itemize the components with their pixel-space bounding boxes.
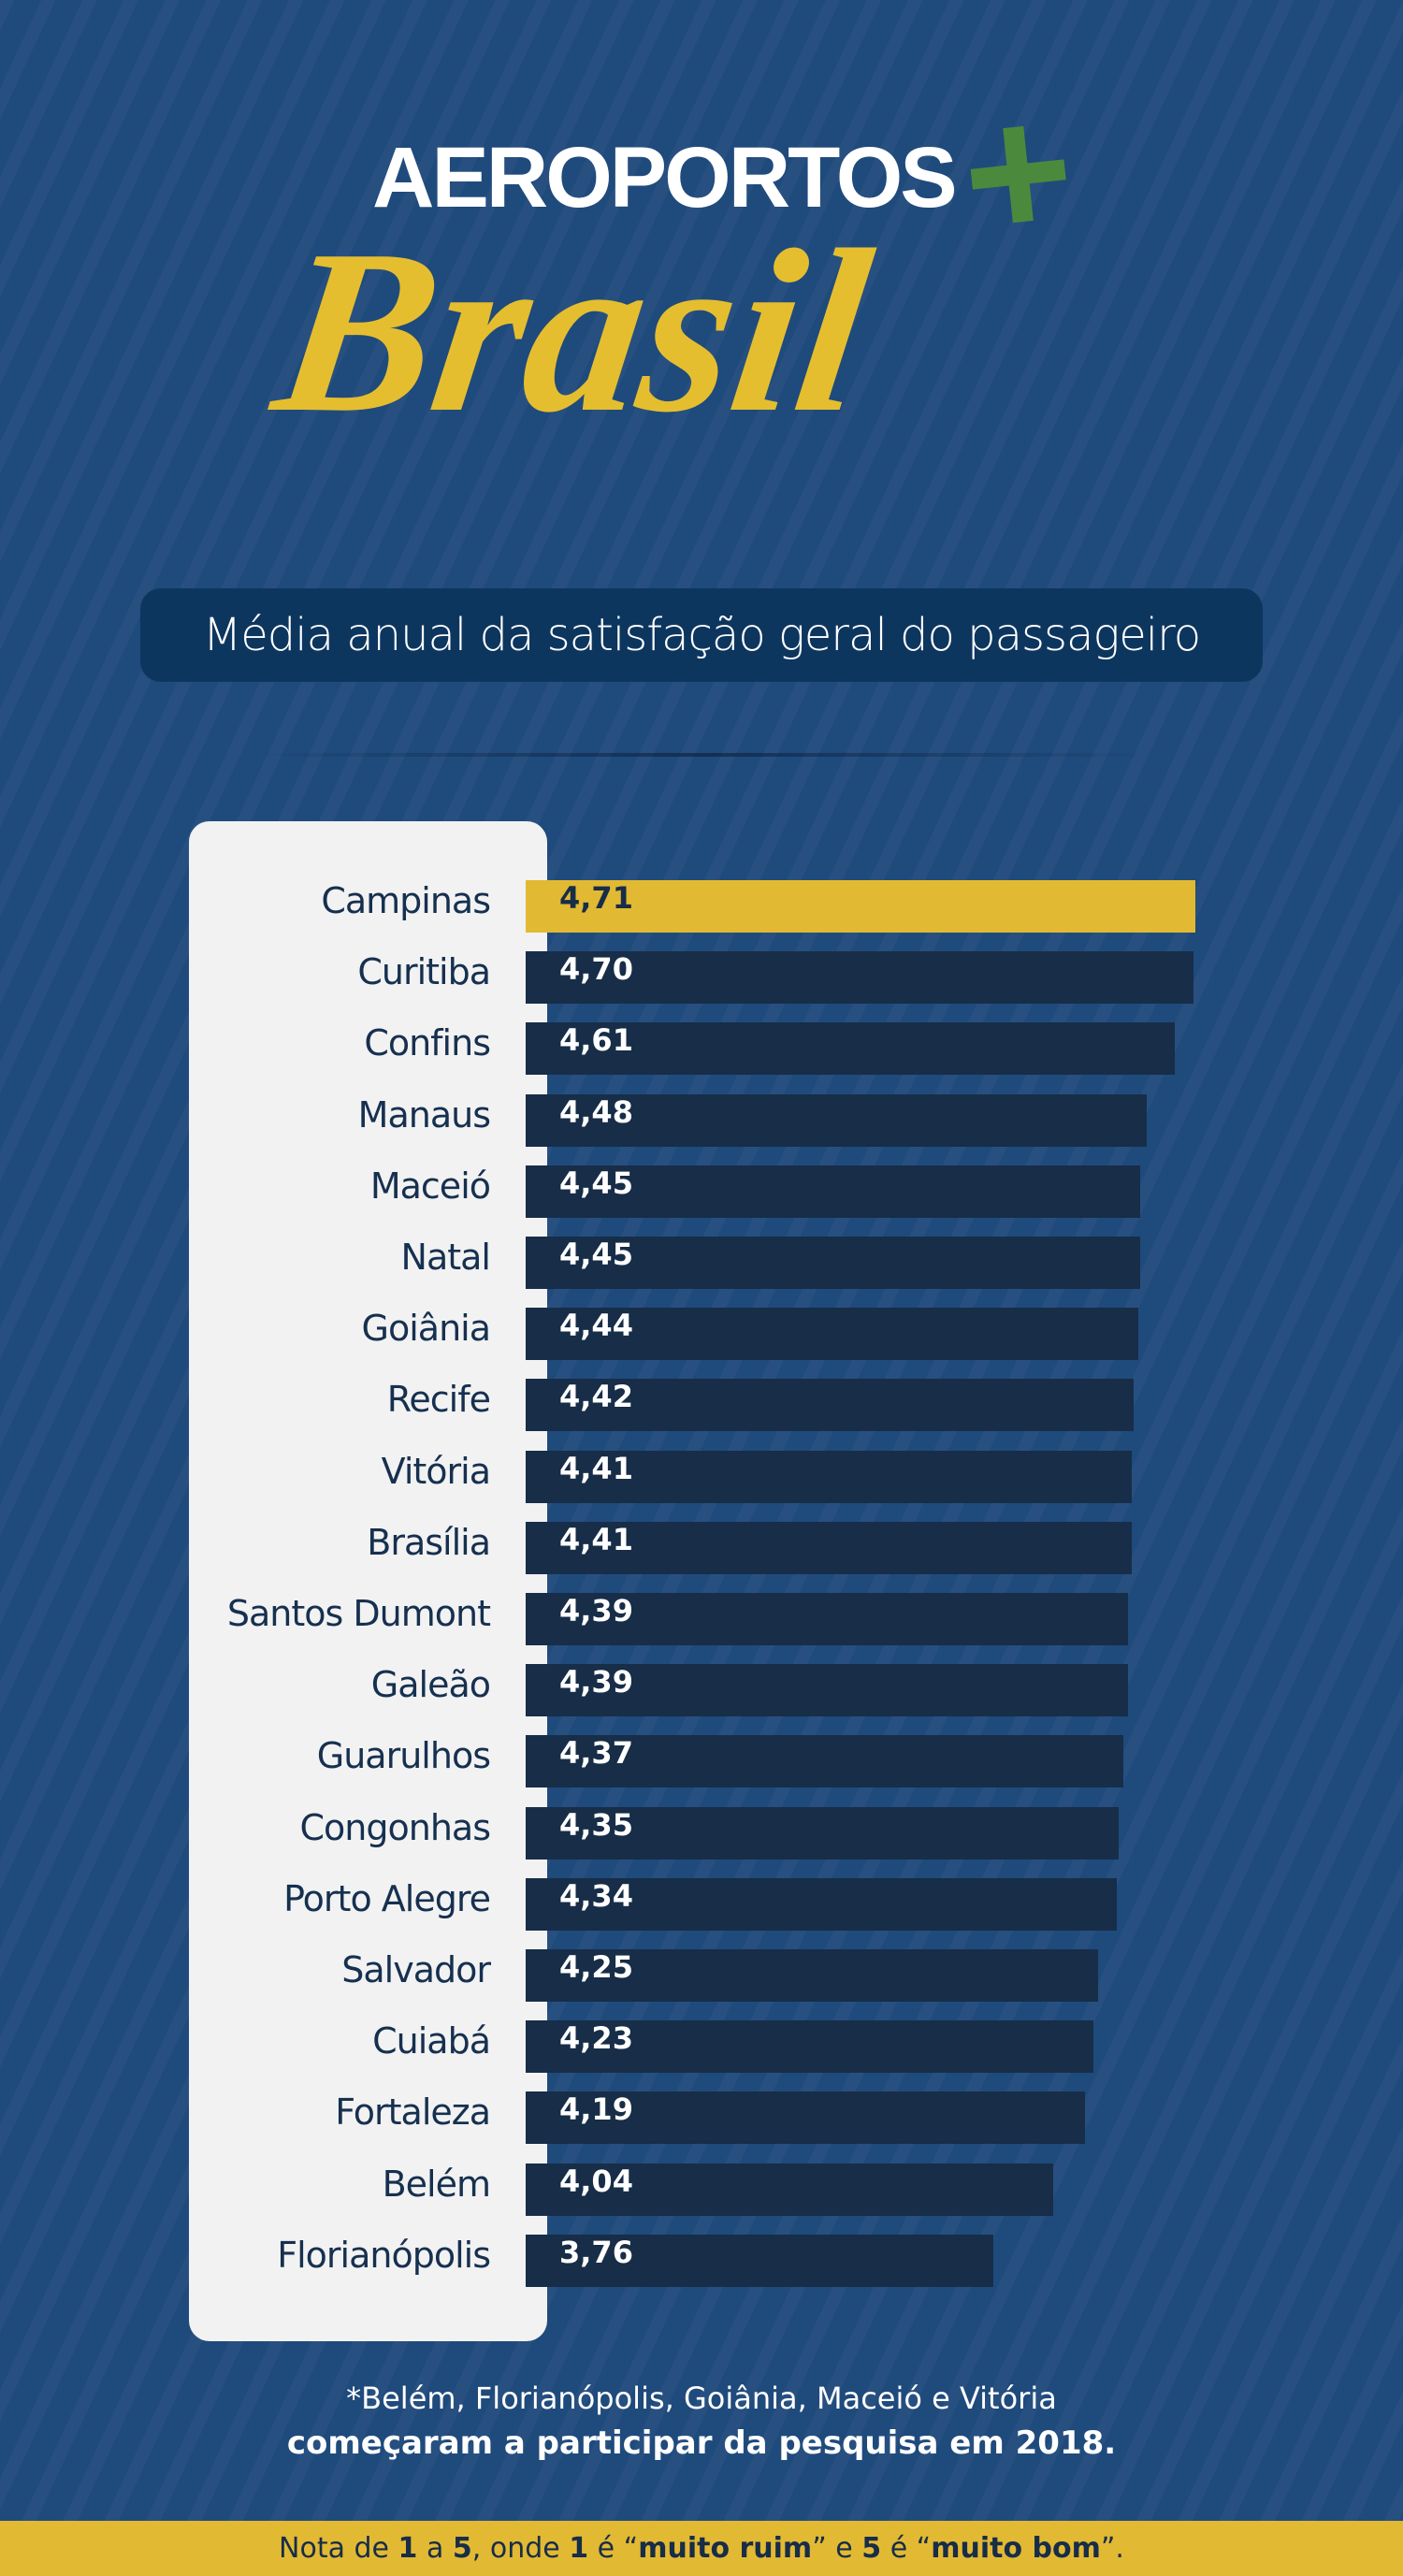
bar [526,2091,1086,2145]
scale-note-text: 1 [569,2532,589,2565]
category-label: Goiânia [361,1308,491,1350]
bar [526,1022,1175,1076]
data-label: 4,34 [559,1877,633,1914]
bar [526,1521,1133,1574]
logo-brasil: Brasil [262,202,884,461]
bar [526,1379,1135,1432]
footnote-line2: começaram a participar da pesquisa em 20… [286,2424,1117,2462]
category-label: Brasília [367,1521,491,1563]
category-label: Curitiba [357,951,491,993]
data-label: 4,25 [559,1949,633,1985]
category-label: Vitória [381,1450,491,1492]
data-label: 4,23 [559,2020,633,2057]
category-label: Belém [382,2163,491,2205]
category-label: Santos Dumont [226,1593,491,1634]
bar [526,1806,1120,1860]
bar [526,1450,1133,1503]
category-label: Porto Alegre [283,1877,491,1919]
scale-note-text: é “ [881,2532,932,2565]
category-label: Cuiabá [372,2020,491,2062]
data-label: 3,76 [559,2234,633,2270]
bar [526,1877,1118,1931]
data-label: 4,70 [559,951,633,988]
bar [526,951,1194,1005]
data-label: 4,19 [559,2091,633,2128]
bar [526,880,1196,933]
category-label: Salvador [341,1949,491,1990]
category-label: Florianópolis [277,2234,491,2276]
category-label: Congonhas [299,1806,491,1848]
logo-plus-icon: + [952,63,1084,282]
data-label: 4,42 [559,1379,633,1415]
data-label: 4,48 [559,1093,633,1130]
scale-note-text: Nota de [279,2532,398,2565]
divider [243,753,1160,757]
bar [526,2234,994,2287]
data-label: 4,39 [559,1664,633,1700]
data-label: 4,45 [559,1237,633,1272]
chart-title: Média anual da satisfação geral do passa… [140,588,1263,682]
category-label: Recife [386,1379,491,1421]
scale-note-text: é “ [588,2532,639,2565]
category-label: Maceió [369,1165,491,1207]
data-label: 4,44 [559,1308,633,1344]
category-label: Confins [364,1022,491,1064]
bar [526,1593,1128,1645]
data-label: 4,39 [559,1593,633,1628]
bar [526,1949,1098,2002]
data-label: 4,35 [559,1806,633,1843]
category-label: Manaus [357,1093,491,1136]
data-label: 4,61 [559,1022,633,1059]
category-label: Campinas [321,880,491,921]
scale-note-text: 5 [861,2532,882,2565]
category-label: Natal [400,1237,491,1278]
bar [526,2020,1094,2074]
scale-note-text: a [417,2532,453,2565]
bar [526,1308,1138,1361]
bar [526,1664,1128,1717]
scale-note-text: 5 [452,2532,472,2565]
category-label: Fortaleza [335,2091,491,2134]
bar [526,1735,1123,1788]
data-label: 4,41 [559,1450,633,1486]
labels-panel [189,821,547,2341]
bar [526,1093,1147,1147]
scale-note-text: ” e [812,2532,862,2565]
data-label: 4,04 [559,2163,633,2199]
scale-note-text: , onde [471,2532,570,2565]
scale-note-text: muito bom [931,2532,1101,2565]
bar [526,1165,1141,1218]
logo-aeroportos: AEROPORTOS [372,130,958,225]
data-label: 4,71 [559,880,633,916]
data-label: 4,37 [559,1735,633,1772]
footnote-line1: *Belém, Florianópolis, Goiânia, Maceió e… [346,2381,1057,2416]
bar [526,1237,1141,1289]
scale-note-text: 1 [398,2532,418,2565]
scale-note-text: ”. [1100,2532,1124,2565]
data-label: 4,45 [559,1165,633,1201]
bar [526,2163,1053,2216]
scale-note: Nota de 1 a 5, onde 1 é “muito ruim” e 5… [0,2521,1403,2576]
scale-note-text: muito ruim [638,2532,813,2565]
data-label: 4,41 [559,1521,633,1557]
category-label: Guarulhos [316,1735,491,1777]
category-label: Galeão [370,1664,491,1706]
